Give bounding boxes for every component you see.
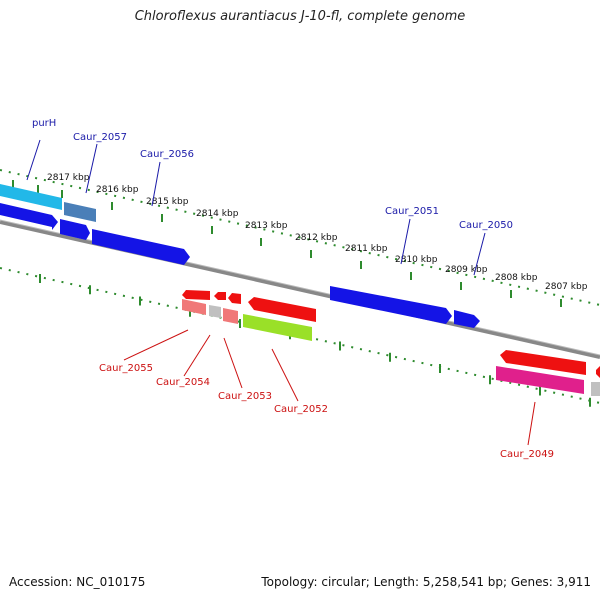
ruler-label: 2809 kbp [445,265,488,275]
gene-label-leader [123,329,189,361]
gene-box-reverse[interactable] [496,366,584,394]
ruler-label: 2813 kbp [245,221,288,231]
gene-label-leader [400,218,411,265]
ruler-label: 2807 kbp [545,282,588,292]
gene-label-reverse[interactable]: Caur_2052 [274,404,328,415]
gene-box-reverse[interactable] [223,308,238,324]
gene-arrow-forward[interactable] [454,310,480,328]
ruler-label: 2808 kbp [495,273,538,283]
gene-label-leader [223,337,243,389]
gene-label-leader [527,401,536,446]
upper-ruler-dots [0,169,600,306]
gene-label-leader [26,139,41,181]
ruler-label: 2817 kbp [47,173,90,183]
gene-label-leader [271,348,299,402]
gene-label-leader [151,161,161,207]
gene-arrow-forward[interactable] [60,219,90,240]
gene-box-reverse[interactable] [243,314,312,341]
gene-arrow-reverse[interactable] [182,290,210,300]
gene-arrow-reverse[interactable] [596,366,600,378]
accession-text: Accession: NC_010175 [9,575,146,589]
ruler-label: 2816 kbp [96,185,139,195]
gene-label-forward[interactable]: Caur_2057 [73,132,127,143]
ruler-label: 2812 kbp [295,233,338,243]
map-title: Chloroflexus aurantiacus J-10-fl, comple… [134,9,466,24]
gene-box-reverse[interactable] [182,299,206,315]
gene-arrow-forward[interactable] [52,215,58,230]
gene-label-leader [473,232,486,276]
gene-label-forward[interactable]: Caur_2056 [140,149,194,160]
genome-summary-text: Topology: circular; Length: 5,258,541 bp… [261,575,591,589]
gene-label-reverse[interactable]: Caur_2053 [218,391,272,402]
ruler-label: 2814 kbp [196,209,239,219]
gene-arrow-reverse[interactable] [214,292,226,300]
gene-label-forward[interactable]: Caur_2050 [459,220,513,231]
gene-label-reverse[interactable]: Caur_2054 [156,377,210,388]
gene-label-reverse[interactable]: Caur_2055 [99,363,153,374]
gene-arrow-reverse[interactable] [228,293,241,304]
gene-box-reverse[interactable] [591,382,600,396]
gene-label-forward[interactable]: Caur_2051 [385,206,439,217]
gene-arrow-reverse[interactable] [248,297,316,322]
gene-arrow-forward[interactable] [330,286,452,324]
gene-arrow-forward[interactable] [92,229,190,265]
gene-arrow-reverse[interactable] [500,350,586,375]
gene-box-reverse[interactable] [209,305,221,318]
gene-label-leader [183,334,211,377]
ruler-label: 2810 kbp [395,255,438,265]
gene-arrow-forward[interactable] [0,184,62,210]
ruler-label: 2815 kbp [146,197,189,207]
gene-arrow-forward[interactable] [0,203,52,227]
ruler-label: 2811 kbp [345,244,388,254]
gene-label-reverse[interactable]: Caur_2049 [500,449,554,460]
gene-arrow-forward[interactable] [64,202,96,222]
gene-label-forward[interactable]: purH [32,118,56,129]
gene-label-leader [85,143,98,194]
